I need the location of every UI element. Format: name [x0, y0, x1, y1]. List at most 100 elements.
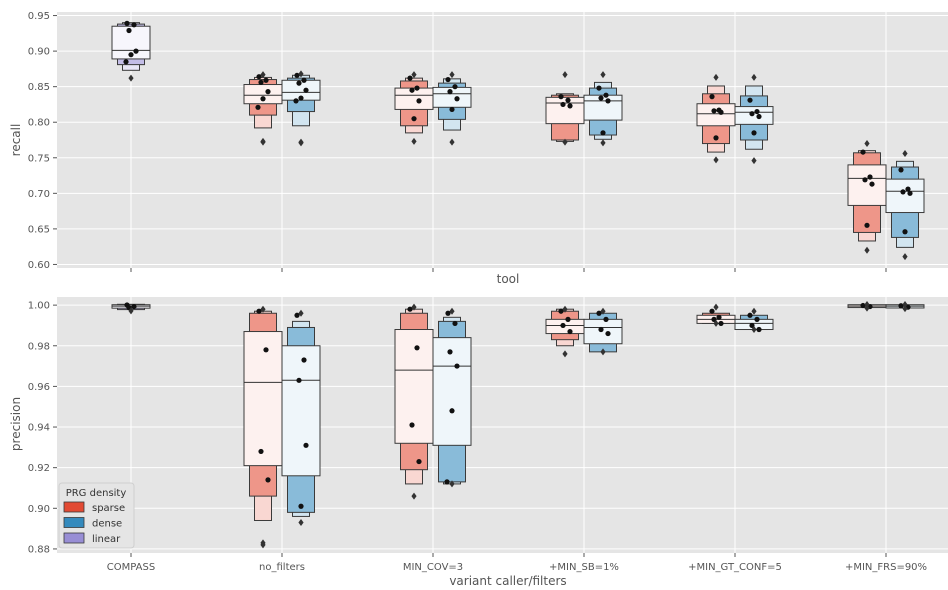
- sparse-outlier-marker: [260, 71, 266, 79]
- sparse-data-point: [718, 109, 724, 115]
- dense-box-level-0: [734, 106, 774, 125]
- dense-data-point: [598, 326, 604, 333]
- xtick-label: no_filters: [259, 562, 305, 573]
- dense-outlier-marker: [751, 157, 757, 165]
- sparse-box-level-0: [847, 164, 887, 206]
- dense-data-point: [449, 408, 455, 414]
- dense-outlier-marker: [902, 150, 908, 158]
- xtick-label: +MIN_SB=1%: [549, 562, 619, 573]
- sparse-outlier-marker: [260, 305, 266, 313]
- xtick-label: MIN_COV=3: [403, 562, 463, 573]
- dense-data-point: [754, 108, 760, 115]
- dense-outlier-marker: [600, 71, 606, 79]
- sparse-data-point: [860, 149, 866, 155]
- dense-outlier-marker: [298, 70, 304, 78]
- precision-axis-label: precision: [9, 397, 23, 451]
- sparse-boxen-+MIN_FRS=90%: [847, 301, 887, 312]
- dense-boxen-MIN_COV=3: [432, 71, 472, 146]
- legend-swatch-dense: [63, 517, 85, 528]
- linear-outlier-marker: [128, 74, 134, 82]
- sparse-data-point: [411, 116, 417, 122]
- dense-outlier-marker: [902, 305, 908, 313]
- dense-outlier-marker: [449, 138, 455, 146]
- dense-outlier-marker: [902, 253, 908, 261]
- dense-data-point: [454, 96, 460, 102]
- sparse-box-level-0: [243, 331, 283, 467]
- sparse-data-point: [558, 94, 564, 100]
- dense-box-level-0: [885, 178, 925, 214]
- dense-box-level-0: [432, 337, 472, 446]
- dense-boxen-+MIN_FRS=90%: [885, 150, 925, 261]
- legend-swatch-linear: [63, 532, 85, 544]
- sparse-data-point: [711, 316, 717, 322]
- recall-axis-label: recall: [9, 124, 23, 157]
- recall-ytick-label: 0.80: [28, 118, 50, 129]
- dense-data-point: [598, 95, 604, 101]
- dense-outlier-marker: [298, 309, 304, 317]
- legend: PRG density sparse dense linear: [58, 482, 135, 549]
- dense-outlier-marker: [600, 348, 606, 356]
- dense-data-point: [902, 229, 908, 235]
- precision-ytick-label: 0.98: [28, 341, 50, 352]
- legend-label-dense: dense: [92, 519, 122, 530]
- sparse-outlier-marker: [713, 156, 719, 164]
- dense-boxen-no_filters: [281, 309, 321, 527]
- precision-plot-area: [57, 297, 948, 553]
- dense-data-point: [444, 479, 450, 485]
- sparse-outlier-marker: [864, 140, 870, 148]
- legend-title: PRG density: [66, 488, 127, 499]
- dense-data-point: [452, 320, 458, 327]
- dense-data-point: [751, 130, 757, 136]
- sparse-outlier-marker: [864, 301, 870, 309]
- precision-panel: 0.88 0.90 0.92 0.94 0.96 0.98 1.00 COMPASS no_fi…: [28, 297, 948, 573]
- dense-data-point: [900, 189, 906, 195]
- dense-data-point: [447, 349, 453, 355]
- sparse-outlier-marker: [562, 71, 568, 79]
- dense-data-point: [756, 326, 762, 333]
- sparse-data-point: [409, 87, 415, 93]
- sparse-data-point: [711, 108, 717, 114]
- dense-data-point: [301, 357, 307, 363]
- sparse-outlier-marker: [713, 319, 719, 327]
- sparse-outlier-marker: [713, 73, 719, 81]
- dense-data-point: [296, 377, 302, 383]
- dense-data-point: [905, 186, 911, 192]
- dense-outlier-marker: [902, 301, 908, 309]
- sparse-boxen-+MIN_GT_CONF=5: [696, 73, 736, 164]
- dense-outlier-marker: [600, 307, 606, 315]
- sparse-data-point: [869, 181, 875, 187]
- recall-panel: 0.60 0.65 0.70 0.75 0.80 0.85 0.90 0.95: [28, 11, 948, 272]
- dense-data-point: [294, 312, 300, 318]
- dense-data-point: [749, 111, 755, 117]
- sparse-boxen-+MIN_SB=1%: [545, 305, 585, 358]
- sparse-outlier-marker: [411, 303, 417, 311]
- dense-boxen-+MIN_SB=1%: [583, 71, 623, 147]
- linear-boxen-COMPASS: [111, 20, 151, 82]
- precision-ytick-label: 1.00: [28, 301, 50, 312]
- dense-data-point: [596, 85, 602, 91]
- dense-outlier-marker: [600, 139, 606, 147]
- precision-ytick-label: 0.92: [28, 463, 50, 474]
- dense-data-point: [600, 130, 606, 136]
- sparse-data-point: [407, 75, 413, 81]
- dense-data-point: [449, 106, 455, 113]
- linear-data-point: [131, 303, 137, 310]
- sparse-data-point: [263, 347, 269, 353]
- sparse-data-point: [560, 322, 566, 329]
- dense-outlier-marker: [449, 480, 455, 488]
- linear-data-point: [133, 48, 139, 54]
- recall-ytick-label: 0.95: [28, 11, 50, 22]
- sparse-outlier-marker: [713, 303, 719, 311]
- dense-outlier-marker: [751, 307, 757, 315]
- dense-boxen-+MIN_FRS=90%: [885, 301, 925, 313]
- dense-outlier-marker: [449, 71, 455, 79]
- sparse-outlier-marker: [260, 541, 266, 549]
- sparse-outlier-marker: [864, 304, 870, 312]
- sparse-box-level-0: [696, 103, 736, 127]
- dense-data-point: [303, 87, 309, 93]
- sparse-data-point: [255, 104, 261, 110]
- sparse-boxen-+MIN_FRS=90%: [847, 140, 887, 254]
- dense-data-point: [298, 95, 304, 101]
- dense-data-point: [301, 77, 307, 83]
- dense-outlier-marker: [298, 139, 304, 147]
